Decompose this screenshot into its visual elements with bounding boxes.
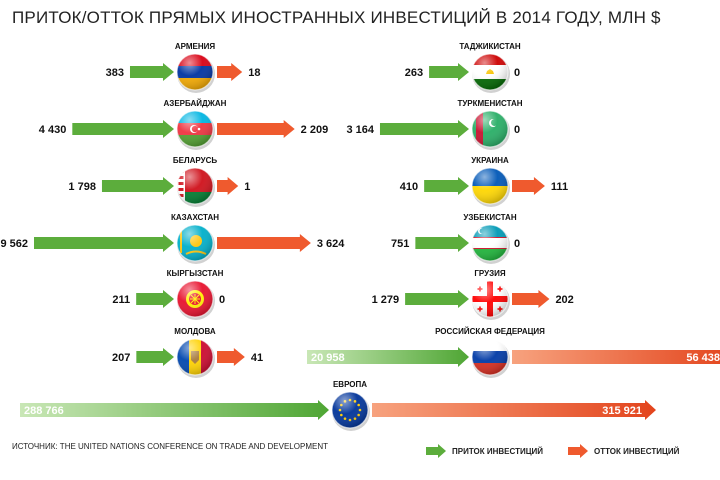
outflow-label-азербайджан: 2 209 xyxy=(301,124,329,136)
country-казахстан: КАЗАХСТАН 9 562 3 624 xyxy=(0,213,345,264)
inflow-label-азербайджан: 4 430 xyxy=(39,124,67,136)
outflow-label-молдова: 41 xyxy=(251,352,263,364)
inflow-arrow-казахстан xyxy=(34,234,174,252)
outflow-label-казахстан: 3 624 xyxy=(317,238,345,250)
inflow-label-беларусь: 1 798 xyxy=(68,181,96,193)
country-грузия: ГРУЗИЯ 1 279 202 xyxy=(372,269,574,320)
outflow-label-европа: 315 921 xyxy=(602,405,642,417)
azerbaijan-flag-icon xyxy=(176,110,215,150)
inflow-arrow-узбекистан xyxy=(415,234,469,252)
country-армения: АРМЕНИЯ 383 18 xyxy=(106,42,260,93)
outflow-label-кыргызстан: 0 xyxy=(219,294,225,306)
outflow-label-грузия: 202 xyxy=(555,294,573,306)
inflow-arrow-таджикистан xyxy=(429,63,469,81)
outflow-arrow-европа xyxy=(372,400,656,420)
country-label-грузия: ГРУЗИЯ xyxy=(474,269,506,278)
inflow-arrow-туркменистан xyxy=(379,120,469,138)
country-украина: УКРАИНА 410 111 xyxy=(400,156,568,207)
inflow-arrow-украина xyxy=(424,177,469,195)
inflow-arrow-грузия xyxy=(405,290,469,308)
country-label-узбекистан: УЗБЕКИСТАН xyxy=(463,213,516,222)
inflow-arrow-беларусь xyxy=(101,177,174,195)
kyrgyzstan-flag-icon xyxy=(176,280,215,320)
outflow-label-узбекистан: 0 xyxy=(514,238,520,250)
outflow-label-армения: 18 xyxy=(248,67,260,79)
country-label-украина: УКРАИНА xyxy=(471,156,509,165)
outflow-label-таджикистан: 0 xyxy=(514,67,520,79)
country-label-российская-федерация: РОССИЙСКАЯ ФЕДЕРАЦИЯ xyxy=(435,327,545,336)
country-таджикистан: ТАДЖИКИСТАН 263 0 xyxy=(405,42,521,93)
inflow-arrow-европа xyxy=(20,400,329,420)
kazakhstan-flag-icon xyxy=(176,224,215,264)
inflow-label-украина: 410 xyxy=(400,181,418,193)
chart-title: ПРИТОК/ОТТОК ПРЯМЫХ ИНОСТРАННЫХ ИНВЕСТИЦ… xyxy=(12,8,661,27)
outflow-arrow-армения xyxy=(217,63,243,81)
outflow-arrow-российская-федерация xyxy=(512,350,720,364)
legend-inflow: ПРИТОК ИНВЕСТИЦИЙ xyxy=(426,444,543,458)
inflow-label-казахстан: 9 562 xyxy=(0,238,28,250)
ukraine-flag-icon xyxy=(471,167,510,207)
country-label-беларусь: БЕЛАРУСЬ xyxy=(173,156,217,165)
outflow-label-российская-федерация: 56 438 xyxy=(686,352,720,364)
inflow-arrow-молдова xyxy=(136,348,174,366)
georgia-flag-icon xyxy=(471,280,510,320)
country-label-азербайджан: АЗЕРБАЙДЖАН xyxy=(164,99,227,108)
outflow-label-туркменистан: 0 xyxy=(514,124,520,136)
investment-chart: АРМЕНИЯ 383 18 АЗЕРБАЙДЖАН 4 430 2 209 БЕЛАРУС… xyxy=(0,42,720,431)
outflow-arrow-грузия xyxy=(512,290,550,308)
russia-flag-icon xyxy=(471,338,510,378)
country-российская-федерация: РОССИЙСКАЯ ФЕДЕРАЦИЯ 20 958 56 438 xyxy=(307,327,720,378)
inflow-arrow-армения xyxy=(129,63,174,81)
outflow-arrow-icon xyxy=(568,444,588,458)
country-label-молдова: МОЛДОВА xyxy=(174,327,216,336)
inflow-label-узбекистан: 751 xyxy=(391,238,409,250)
legend-outflow-label: ОТТОК ИНВЕСТИЦИЙ xyxy=(594,446,680,456)
moldova-flag-icon xyxy=(176,338,215,378)
inflow-label-таджикистан: 263 xyxy=(405,67,423,79)
outflow-label-украина: 111 xyxy=(551,181,568,193)
legend-outflow: ОТТОК ИНВЕСТИЦИЙ xyxy=(568,444,679,458)
country-label-кыргызстан: КЫРГЫЗСТАН xyxy=(167,269,224,278)
outflow-arrow-беларусь xyxy=(217,177,239,195)
inflow-label-российская-федерация: 20 958 xyxy=(311,352,345,364)
armenia-flag-icon xyxy=(176,53,215,93)
outflow-arrow-молдова xyxy=(217,348,245,366)
country-молдова: МОЛДОВА 207 41 xyxy=(112,327,263,378)
country-label-таджикистан: ТАДЖИКИСТАН xyxy=(459,42,521,51)
country-label-армения: АРМЕНИЯ xyxy=(175,42,216,51)
inflow-arrow-азербайджан xyxy=(72,120,174,138)
inflow-label-кыргызстан: 211 xyxy=(112,294,130,306)
turkmenistan-flag-icon xyxy=(471,110,510,150)
country-туркменистан: ТУРКМЕНИСТАН 3 164 0 xyxy=(346,99,523,150)
inflow-arrow-icon xyxy=(426,444,446,458)
legend-inflow-label: ПРИТОК ИНВЕСТИЦИЙ xyxy=(452,446,544,456)
uzbekistan-flag-icon xyxy=(471,224,510,264)
country-label-казахстан: КАЗАХСТАН xyxy=(171,213,219,222)
tajikistan-flag-icon xyxy=(471,53,510,93)
inflow-arrow-кыргызстан xyxy=(136,290,174,308)
country-label-европа: ЕВРОПА xyxy=(333,380,367,389)
inflow-arrow-российская-федерация xyxy=(307,347,469,367)
country-европа: ЕВРОПА 288 766 315 921 xyxy=(20,380,656,431)
country-азербайджан: АЗЕРБАЙДЖАН 4 430 2 209 xyxy=(39,99,328,150)
outflow-arrow-украина xyxy=(512,177,545,195)
outflow-arrow-азербайджан xyxy=(217,120,295,138)
inflow-label-европа: 288 766 xyxy=(24,405,64,417)
source-note: ИСТОЧНИК: THE UNITED NATIONS CONFERENCE … xyxy=(12,442,328,451)
inflow-label-грузия: 1 279 xyxy=(372,294,400,306)
belarus-flag-icon xyxy=(176,167,215,207)
inflow-label-молдова: 207 xyxy=(112,352,130,364)
country-кыргызстан: КЫРГЫЗСТАН 211 0 xyxy=(112,269,225,320)
eu-flag-icon xyxy=(331,391,370,431)
inflow-label-туркменистан: 3 164 xyxy=(346,124,374,136)
inflow-label-армения: 383 xyxy=(106,67,124,79)
outflow-label-беларусь: 1 xyxy=(244,181,250,193)
country-label-туркменистан: ТУРКМЕНИСТАН xyxy=(457,99,522,108)
country-узбекистан: УЗБЕКИСТАН 751 0 xyxy=(391,213,520,264)
country-беларусь: БЕЛАРУСЬ 1 798 1 xyxy=(68,156,250,207)
outflow-arrow-казахстан xyxy=(217,234,311,252)
